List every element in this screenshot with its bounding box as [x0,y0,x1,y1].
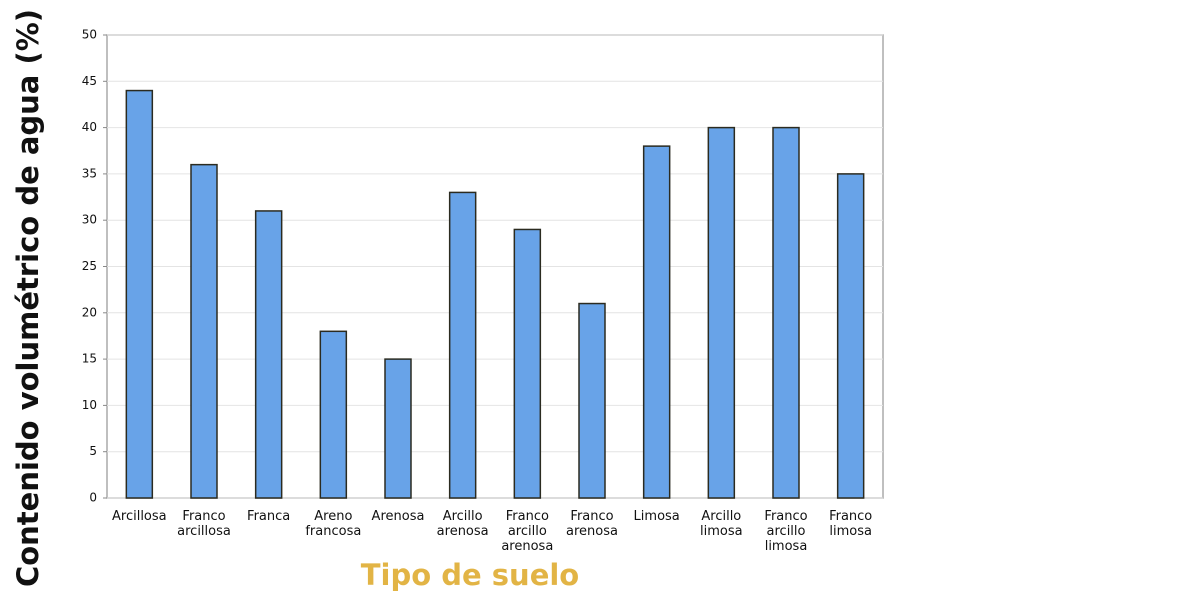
y-tick-label: 40 [82,120,97,134]
bar [190,163,218,499]
x-tick-label: Arcillo arenosa [436,509,489,539]
bar [707,126,736,499]
x-axis-title: Tipo de suelo [361,558,579,592]
y-tick-label: 15 [82,352,97,366]
bar [513,228,542,499]
y-tick-label: 20 [82,305,97,319]
x-tick-label: Franca [247,509,291,524]
y-tick-label: 0 [89,491,97,505]
bar [836,173,865,499]
y-tick-label: 5 [89,444,97,458]
x-tick-label: Arenosa [371,509,425,524]
x-tick-label: Franco limosa [829,509,873,539]
bar [578,302,606,499]
x-tick-label: Franco arcillo arenosa [501,509,554,554]
y-tick-label: 10 [82,398,97,412]
y-tick-label: 30 [82,213,97,227]
bar [125,89,154,499]
x-tick-label: Limosa [633,509,680,524]
y-tick-label: 45 [82,74,97,88]
x-tick-label: Areno francosa [305,509,362,539]
x-tick-label: Arcillo limosa [700,509,743,539]
y-tick-label: 50 [82,28,97,42]
bar [254,210,283,499]
x-tick-label: Franco arenosa [566,509,618,539]
y-tick-label: 25 [82,259,97,273]
x-tick-label: Franco arcillo limosa [764,509,808,554]
bar [319,330,348,499]
bar [642,145,671,499]
bar [384,358,412,499]
y-tick-label: 35 [82,166,97,180]
x-tick-label: Arcillosa [112,509,167,524]
x-tick-label: Franco arcillosa [177,509,231,539]
bar [772,126,800,499]
y-axis-title: Contenido volumétrico de agua (%) [11,9,45,587]
bar [448,191,477,499]
